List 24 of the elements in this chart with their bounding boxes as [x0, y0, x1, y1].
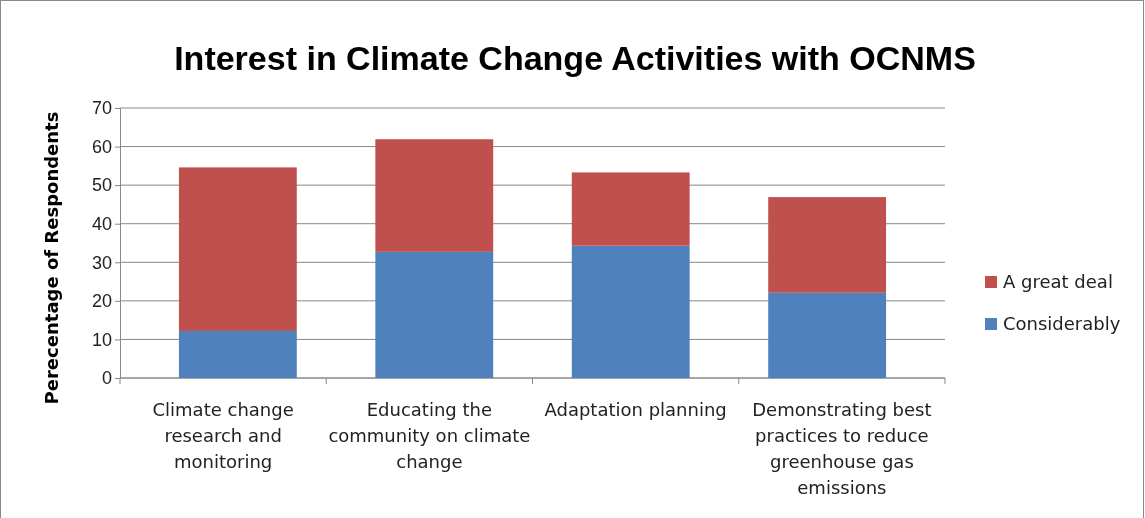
y-tick-label: 50: [91, 175, 112, 196]
bar: [178, 330, 297, 378]
x-tick-label: Demonstrating best practices to reduce greenhouse gas emissions: [752, 399, 932, 498]
x-tick-label: Climate change research and monitoring: [152, 399, 294, 472]
bar: [571, 172, 690, 246]
y-tick-label: 30: [91, 252, 112, 273]
y-tick-label: 70: [91, 98, 112, 119]
x-tick-label: Educating the community on climate change: [328, 399, 531, 472]
chart-title: Interest in Climate Change Activities with OCNMS: [174, 39, 976, 77]
bar: [178, 167, 297, 331]
y-tick-label: 20: [91, 291, 112, 312]
bar: [375, 251, 494, 378]
legend-label: Considerably: [1003, 313, 1121, 334]
bar: [571, 245, 690, 378]
y-axis-title: Perecentage of Respondents: [41, 111, 62, 405]
x-tick-label: Adaptation planning: [544, 399, 727, 420]
y-tick-label: 40: [91, 213, 112, 234]
bar: [768, 292, 887, 378]
y-tick-label: 0: [101, 368, 112, 389]
y-tick-label: 60: [91, 136, 112, 157]
bar: [375, 139, 494, 252]
legend-label: A great deal: [1003, 271, 1113, 292]
bar: [768, 197, 887, 293]
y-tick-label: 10: [91, 329, 112, 350]
